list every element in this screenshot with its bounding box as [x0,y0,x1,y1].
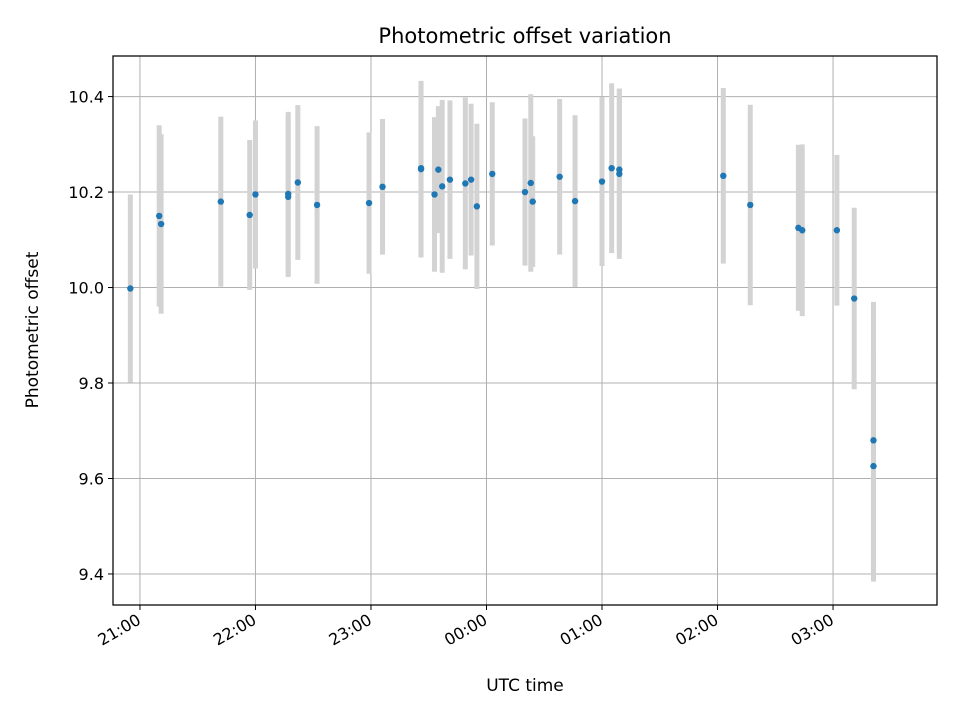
data-point [467,176,475,183]
data-point [473,203,481,210]
data-point [127,285,134,292]
data-point [799,227,806,234]
data-point [439,183,446,190]
data-point [851,295,858,302]
data-point [252,191,259,198]
y-tick-label: 10.0 [68,279,104,298]
x-axis-label: UTC time [486,676,564,696]
data-point [313,201,321,209]
y-axis-label: Photometric offset [23,251,43,408]
data-point [527,179,534,187]
data-point [598,178,606,185]
data-point [379,183,386,191]
y-tick-label: 9.8 [79,374,104,393]
data-point [246,211,253,219]
data-point [435,166,442,173]
y-tick-label: 9.6 [79,469,104,488]
data-point [284,190,292,198]
data-point [294,179,302,186]
data-point [157,220,165,228]
data-point [616,166,623,173]
data-point [217,198,225,205]
data-point [747,201,754,209]
data-point [720,172,727,180]
y-tick-label: 9.4 [79,565,104,584]
data-point [529,198,536,205]
data-points [127,164,877,470]
data-point [833,227,841,234]
y-tick-label: 10.2 [68,183,104,202]
data-point [156,212,163,220]
data-point [446,176,454,183]
data-point [521,188,529,196]
plot-frame [112,55,938,606]
data-point [608,164,615,172]
y-tick-label: 10.4 [68,88,104,107]
data-point [417,164,425,172]
data-point [489,170,496,178]
data-point [870,437,877,444]
data-point [365,199,373,207]
data-point [571,197,579,205]
data-point [556,173,563,180]
chart-title: Photometric offset variation [378,24,671,48]
data-point [462,180,469,187]
data-point [870,462,877,470]
y-axis: 9.4 9.6 9.8 10.0 10.2 10.4 [68,88,113,584]
data-point [431,191,438,198]
